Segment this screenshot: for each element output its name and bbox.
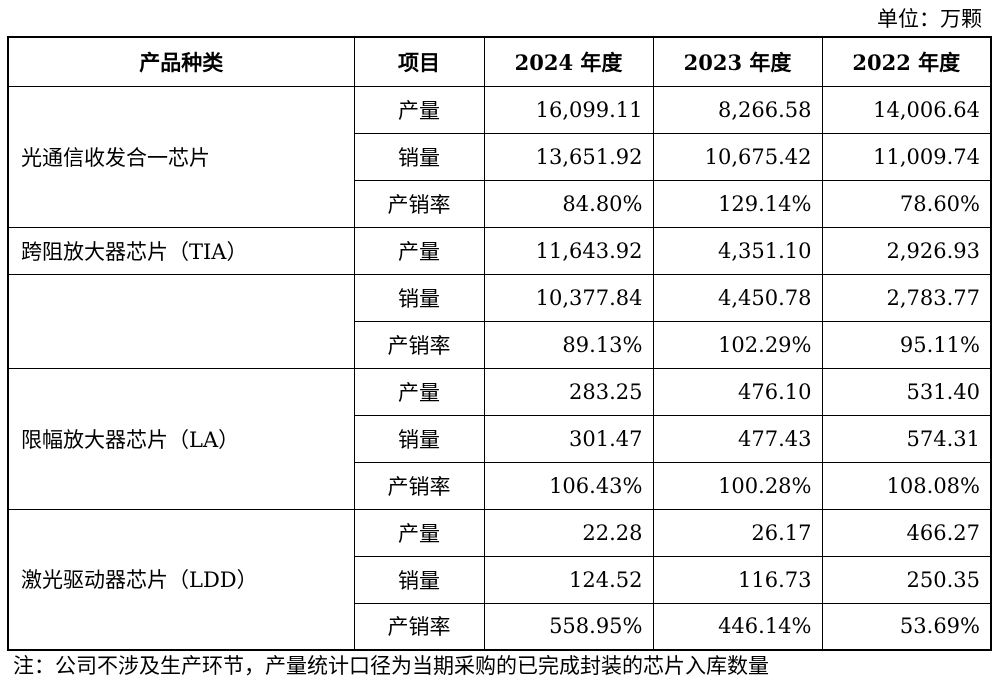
value-2023: 100.28% [652,461,823,510]
value-2022: 466.27 [821,508,992,557]
value-2023: 476.10 [652,367,823,416]
table-row: 销量 10,377.84 4,450.78 2,783.77 [7,273,992,369]
table-row: 激光驱动器芯片（LDD） 产量 22.28 26.17 466.27 [7,508,992,651]
value-2022: 78.60% [821,179,992,228]
item-cell: 销量 [353,555,485,604]
value-2024: 84.80% [483,179,654,228]
value-2022: 574.31 [821,414,992,463]
table-row: 产销率 558.95% 446.14% 53.69% [8,602,992,651]
value-2024: 13,651.92 [483,132,654,181]
item-cell: 产量 [353,226,485,275]
value-2023: 102.29% [652,320,823,369]
table-row: 限幅放大器芯片（LA） 产量 283.25 476.10 531.40 [7,367,992,510]
category-cell: 激光驱动器芯片（LDD） [7,508,355,651]
item-cell: 产销率 [353,461,485,510]
value-2022: 2,783.77 [821,273,992,322]
value-2024: 89.13% [483,320,654,369]
category-cell: 光通信收发合一芯片 [7,85,355,228]
item-cell: 产销率 [353,602,485,651]
value-2023: 4,450.78 [652,273,823,322]
item-cell: 产量 [353,367,485,416]
value-2022: 53.69% [821,602,992,651]
header-row: 产品种类 项目 2024 年度 2023 年度 2022 年度 [7,36,992,87]
value-2024: 10,377.84 [483,273,654,322]
value-2022: 95.11% [821,320,992,369]
value-2024: 16,099.11 [483,85,654,134]
header-2023: 2023 年度 [652,36,823,87]
value-2024: 558.95% [483,602,654,651]
category-cell: 限幅放大器芯片（LA） [7,367,355,510]
value-2024: 22.28 [483,508,654,557]
item-cell: 产量 [353,508,485,557]
value-2022: 2,926.93 [821,226,992,275]
header-category: 产品种类 [7,36,355,87]
table-row: 销量 124.52 116.73 250.35 [8,555,992,604]
value-2023: 4,351.10 [652,226,823,275]
value-2024: 283.25 [483,367,654,416]
item-cell: 产量 [353,85,485,134]
table-row: 销量 301.47 477.43 574.31 [8,414,992,463]
item-cell: 产销率 [353,320,485,369]
footnote: 注：公司不涉及生产环节，产量统计口径为当期采购的已完成封装的芯片入库数量 [13,654,769,678]
category-cell: 跨阻放大器芯片（TIA） [7,226,355,275]
table-row: 产销率 106.43% 100.28% 108.08% [8,461,992,510]
value-2023: 8,266.58 [652,85,823,134]
value-2024: 124.52 [483,555,654,604]
value-2022: 11,009.74 [821,132,992,181]
value-2024: 301.47 [483,414,654,463]
value-2023: 446.14% [652,602,823,651]
value-2022: 250.35 [821,555,992,604]
value-2022: 531.40 [821,367,992,416]
table-row: 光通信收发合一芯片 产量 16,099.11 8,266.58 14,006.6… [7,85,992,228]
value-2022: 14,006.64 [821,85,992,134]
category-cell-empty [7,273,355,369]
value-2023: 129.14% [652,179,823,228]
header-2022: 2022 年度 [821,36,992,87]
header-item: 项目 [353,36,485,87]
item-cell: 销量 [353,273,485,322]
item-cell: 销量 [353,132,485,181]
header-2024: 2024 年度 [483,36,654,87]
value-2022: 108.08% [821,461,992,510]
value-2023: 10,675.42 [652,132,823,181]
value-2023: 477.43 [652,414,823,463]
table-row: 跨阻放大器芯片（TIA） 产量 11,643.92 4,351.10 2,926… [7,226,992,275]
item-cell: 销量 [353,414,485,463]
unit-label: 单位：万颗 [877,7,982,31]
value-2024: 11,643.92 [483,226,654,275]
value-2023: 26.17 [652,508,823,557]
table-row: 产销率 89.13% 102.29% 95.11% [8,320,992,369]
item-cell: 产销率 [353,179,485,228]
value-2023: 116.73 [652,555,823,604]
production-sales-table: 产品种类 项目 2024 年度 2023 年度 2022 年度 光通信收发合一芯… [7,36,992,651]
value-2024: 106.43% [483,461,654,510]
